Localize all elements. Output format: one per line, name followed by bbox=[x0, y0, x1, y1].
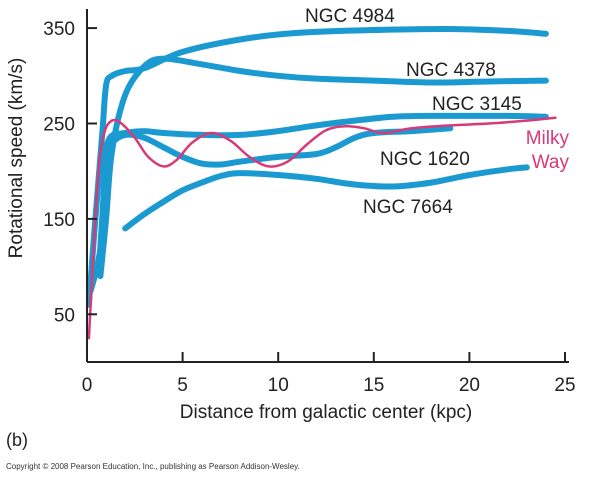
x-tick-label: 10 bbox=[268, 375, 289, 396]
y-axis-label: Rotational speed (km/s) bbox=[6, 58, 27, 259]
x-tick-label: 5 bbox=[177, 375, 188, 396]
copyright-notice: Copyright © 2008 Pearson Education, Inc.… bbox=[6, 462, 300, 471]
series-label-milky-way: Milky bbox=[526, 128, 570, 149]
x-axis-label: Distance from galactic center (kpc) bbox=[180, 402, 473, 423]
series-label-ngc-1620: NGC 1620 bbox=[380, 149, 470, 170]
x-tick-label: 0 bbox=[82, 375, 93, 396]
x-tick-label: 15 bbox=[363, 375, 384, 396]
x-tick-label: 25 bbox=[554, 375, 575, 396]
series-layer bbox=[85, 25, 557, 340]
series-line-ngc-1620 bbox=[87, 125, 454, 294]
panel-label: (b) bbox=[6, 430, 28, 450]
series-label-layer: NGC 4984 NGC 4378 NGC 3145 NGC 1620 NGC 7664… bbox=[305, 6, 569, 218]
series-label-milky-way: Way bbox=[532, 152, 570, 173]
tick-layer: 50 150 250 350 0 5 10 15 20 25 bbox=[43, 19, 575, 396]
axis-layer bbox=[86, 9, 569, 363]
y-tick-label: 350 bbox=[43, 19, 75, 40]
y-tick-label: 250 bbox=[43, 114, 75, 135]
series-label-ngc-3145: NGC 3145 bbox=[432, 94, 522, 115]
series-label-ngc-7664: NGC 7664 bbox=[363, 197, 453, 218]
x-tick-label: 20 bbox=[459, 375, 480, 396]
series-label-ngc-4378: NGC 4378 bbox=[406, 60, 496, 81]
series-line-ngc-4378 bbox=[97, 55, 549, 280]
series-line-ngc-3145 bbox=[97, 112, 549, 251]
y-tick-label: 150 bbox=[43, 210, 75, 231]
series-line-ngc-7664 bbox=[122, 164, 530, 232]
y-tick-label: 50 bbox=[54, 305, 75, 326]
series-label-ngc-4984: NGC 4984 bbox=[305, 6, 395, 27]
series-line-milky-way bbox=[87, 116, 557, 340]
